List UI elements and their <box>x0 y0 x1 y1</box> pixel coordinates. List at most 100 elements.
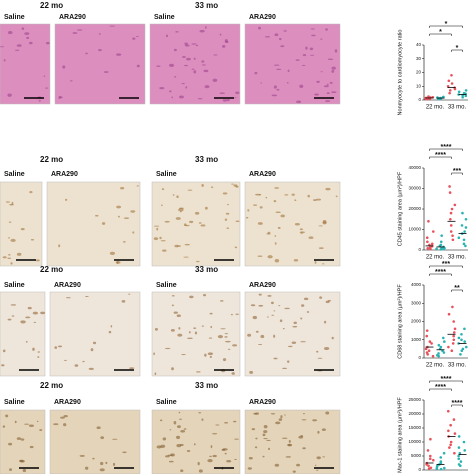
data-point <box>464 94 468 98</box>
micrograph <box>0 409 46 474</box>
tissue-spot <box>180 469 184 473</box>
tissue-spot <box>331 336 334 340</box>
condition-label: Saline <box>4 171 25 178</box>
tissue-spot <box>219 92 225 95</box>
significance-bracket <box>451 404 463 407</box>
tissue-spot <box>258 26 261 30</box>
tissue-spot <box>65 297 71 299</box>
tissue-spot <box>29 445 34 449</box>
tissue-spot <box>274 187 280 189</box>
tissue-spot <box>195 44 199 47</box>
micrograph <box>0 23 51 105</box>
tissue-spot <box>184 224 190 227</box>
significance-label: * <box>445 21 448 28</box>
significance-label: **** <box>435 269 446 276</box>
tissue-spot <box>212 454 217 458</box>
tissue-spot <box>7 257 12 259</box>
data-point <box>459 353 462 356</box>
data-point <box>463 230 466 233</box>
data-point <box>431 354 435 358</box>
x-tick-label: 33 mo. <box>448 105 467 111</box>
tissue-spot <box>210 445 213 449</box>
tissue-spot <box>21 27 25 30</box>
tissue-spot <box>273 334 276 338</box>
tissue-spot <box>100 461 104 466</box>
age-label: 22 mo <box>40 1 63 10</box>
tissue-spot <box>260 82 263 84</box>
y-tick-label: 30 <box>416 56 422 61</box>
data-point <box>449 423 452 427</box>
tissue-spot <box>164 220 170 223</box>
tissue-spot <box>154 327 158 331</box>
data-point <box>446 84 450 88</box>
micrograph <box>244 409 341 474</box>
tissue-spot <box>314 260 317 264</box>
data-point <box>427 220 430 223</box>
tissue-spot <box>79 455 85 457</box>
condition-label: ARA290 <box>249 171 276 178</box>
tissue-spot <box>306 311 310 313</box>
data-point <box>442 451 446 455</box>
significance-label: * <box>439 29 442 36</box>
tissue-spot <box>109 251 116 255</box>
data-point <box>443 340 446 343</box>
significance-bracket <box>451 172 463 175</box>
tissue-spot <box>225 212 230 215</box>
age-label: 33 mo <box>195 1 218 10</box>
data-point <box>449 217 452 221</box>
tissue-spot <box>186 450 191 452</box>
tissue-spot <box>156 445 162 449</box>
tissue-spot <box>327 83 329 86</box>
data-point <box>450 349 454 353</box>
tissue-spot <box>28 41 33 45</box>
tissue-spot <box>176 435 181 440</box>
tissue-spot <box>307 194 310 198</box>
tissue-spot <box>121 299 126 303</box>
data-point <box>443 466 446 470</box>
data-point <box>441 336 445 340</box>
tissue-spot <box>270 301 274 305</box>
tissue-spot <box>203 294 207 297</box>
micrograph <box>0 181 43 267</box>
tissue-spot <box>123 217 130 219</box>
tissue-spot <box>182 56 186 59</box>
tissue-spot <box>212 433 218 435</box>
tissue-spot <box>92 457 95 460</box>
tissue-spot <box>324 320 327 324</box>
data-point <box>449 443 452 447</box>
tissue-spot <box>173 311 178 314</box>
tissue-spot <box>176 195 179 199</box>
data-point <box>425 463 428 466</box>
data-point <box>457 90 461 94</box>
tissue-spot <box>309 47 314 51</box>
data-point <box>439 240 443 244</box>
data-point <box>430 342 433 345</box>
tissue-spot <box>323 346 330 351</box>
micrograph <box>244 23 341 105</box>
tissue-spot <box>187 189 193 191</box>
tissue-spot <box>230 313 233 316</box>
data-point <box>462 440 466 444</box>
tissue-spot <box>194 331 198 335</box>
tissue-spot <box>159 87 165 90</box>
tissue-spot <box>28 424 35 428</box>
tissue-spot <box>105 461 108 465</box>
y-axis-label: CD45 staining area (µm²)/HPF <box>397 171 403 246</box>
tissue-spot <box>201 325 205 327</box>
tissue-spot <box>276 88 280 91</box>
data-point <box>451 305 454 309</box>
tissue-spot <box>43 75 46 77</box>
tissue-spot <box>280 214 285 218</box>
tissue-spot <box>321 263 325 265</box>
tissue-spot <box>117 215 120 218</box>
condition-label: ARA290 <box>59 14 86 21</box>
tissue-spot <box>90 348 94 352</box>
tissue-spot <box>53 423 59 426</box>
significance-label: **** <box>441 144 452 151</box>
tissue-spot <box>160 240 166 242</box>
tissue-spot <box>331 69 335 73</box>
tissue-spot <box>208 337 213 339</box>
condition-label: ARA290 <box>249 282 276 289</box>
tissue-spot <box>201 60 205 63</box>
y-tick-label: 20000 <box>408 411 421 416</box>
